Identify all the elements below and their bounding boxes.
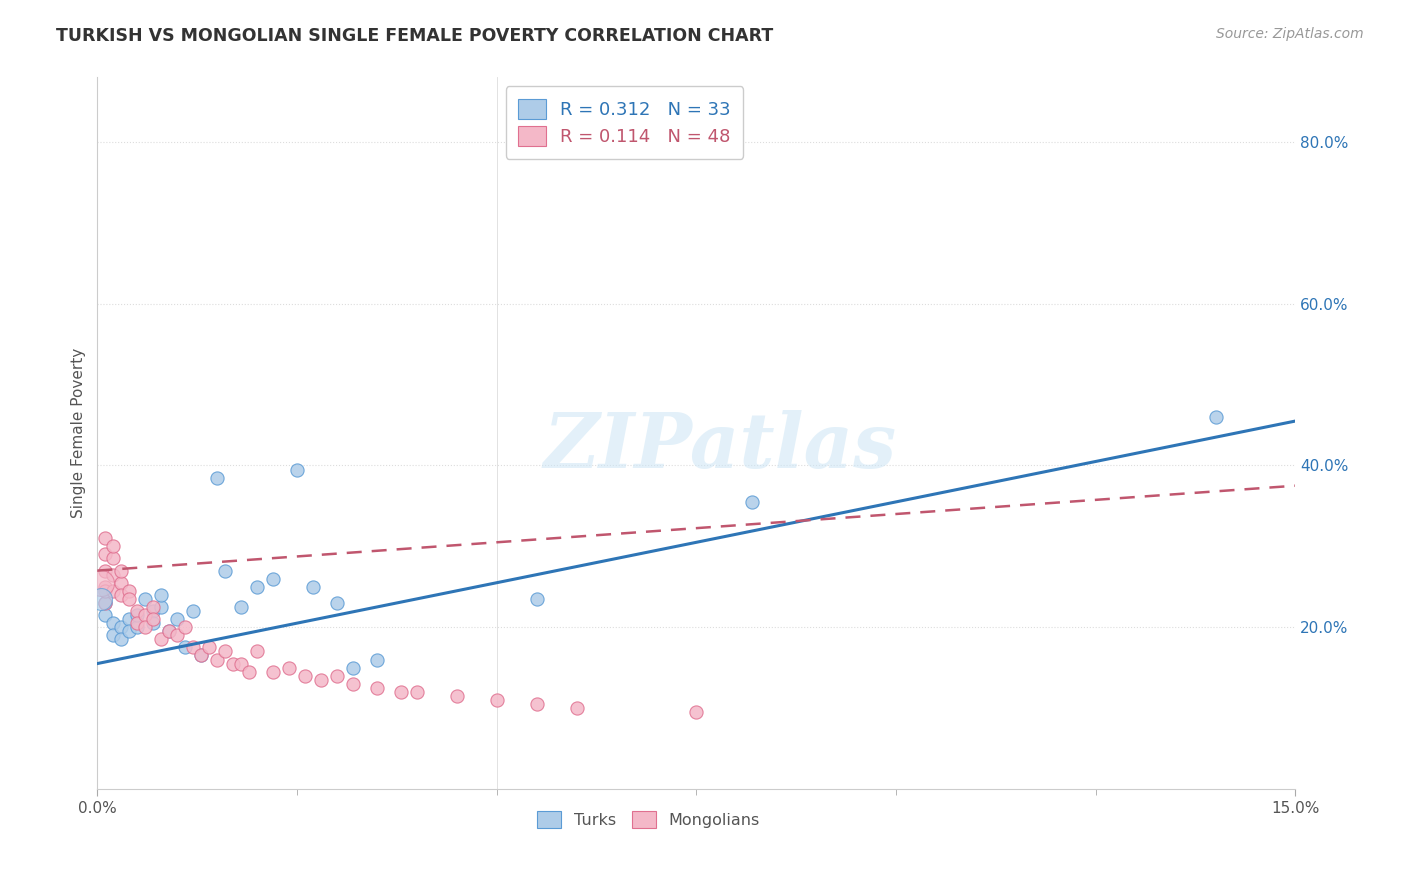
Point: [198, 640, 221, 655]
Point: [142, 604, 165, 618]
Point: [110, 575, 132, 590]
Text: ZIPatlas: ZIPatlas: [544, 410, 897, 484]
Point: [326, 596, 349, 610]
Point: [94, 608, 117, 623]
Point: [190, 648, 212, 663]
Point: [285, 462, 308, 476]
Point: [94, 564, 117, 578]
Point: [127, 620, 149, 634]
Y-axis label: Single Female Poverty: Single Female Poverty: [72, 348, 86, 518]
Point: [174, 640, 197, 655]
Point: [118, 624, 141, 639]
Point: [110, 632, 132, 647]
Point: [150, 588, 173, 602]
Point: [142, 612, 165, 626]
Point: [342, 660, 364, 674]
Point: [174, 620, 197, 634]
Text: Source: ZipAtlas.com: Source: ZipAtlas.com: [1216, 27, 1364, 41]
Point: [229, 657, 252, 671]
Legend: Turks, Mongolians: Turks, Mongolians: [530, 805, 766, 834]
Point: [214, 644, 236, 658]
Point: [94, 531, 117, 545]
Point: [150, 632, 173, 647]
Point: [142, 599, 165, 614]
Point: [150, 599, 173, 614]
Point: [214, 564, 236, 578]
Point: [526, 591, 548, 606]
Point: [166, 628, 188, 642]
Point: [309, 673, 332, 687]
Point: [127, 604, 149, 618]
Point: [294, 669, 316, 683]
Point: [366, 681, 388, 695]
Point: [446, 689, 468, 703]
Point: [142, 616, 165, 631]
Point: [94, 596, 117, 610]
Point: [103, 567, 125, 582]
Point: [262, 572, 284, 586]
Point: [103, 583, 125, 598]
Point: [222, 657, 245, 671]
Point: [246, 580, 269, 594]
Point: [134, 620, 156, 634]
Point: [1205, 409, 1227, 424]
Point: [134, 608, 156, 623]
Point: [565, 701, 588, 715]
Point: [166, 612, 188, 626]
Point: [326, 669, 349, 683]
Point: [262, 665, 284, 679]
Point: [94, 580, 117, 594]
Point: [118, 612, 141, 626]
Point: [157, 624, 180, 639]
Point: [134, 591, 156, 606]
Point: [157, 624, 180, 639]
Point: [389, 685, 412, 699]
Point: [103, 551, 125, 566]
Point: [205, 652, 228, 666]
Point: [127, 608, 149, 623]
Point: [246, 644, 269, 658]
Point: [342, 677, 364, 691]
Point: [103, 616, 125, 631]
Point: [405, 685, 427, 699]
Point: [366, 652, 388, 666]
Point: [238, 665, 260, 679]
Point: [94, 596, 117, 610]
Point: [229, 599, 252, 614]
Point: [741, 495, 763, 509]
Point: [181, 604, 204, 618]
Point: [103, 539, 125, 553]
Point: [181, 640, 204, 655]
Point: [94, 548, 117, 562]
Point: [118, 583, 141, 598]
Point: [485, 693, 508, 707]
Point: [205, 470, 228, 484]
Point: [110, 564, 132, 578]
Point: [90, 575, 112, 590]
Point: [302, 580, 325, 594]
Point: [127, 616, 149, 631]
Point: [526, 697, 548, 711]
Point: [685, 705, 707, 719]
Point: [118, 591, 141, 606]
Text: TURKISH VS MONGOLIAN SINGLE FEMALE POVERTY CORRELATION CHART: TURKISH VS MONGOLIAN SINGLE FEMALE POVER…: [56, 27, 773, 45]
Point: [110, 588, 132, 602]
Point: [190, 648, 212, 663]
Point: [103, 628, 125, 642]
Point: [90, 591, 112, 606]
Point: [94, 583, 117, 598]
Point: [278, 660, 301, 674]
Point: [110, 620, 132, 634]
